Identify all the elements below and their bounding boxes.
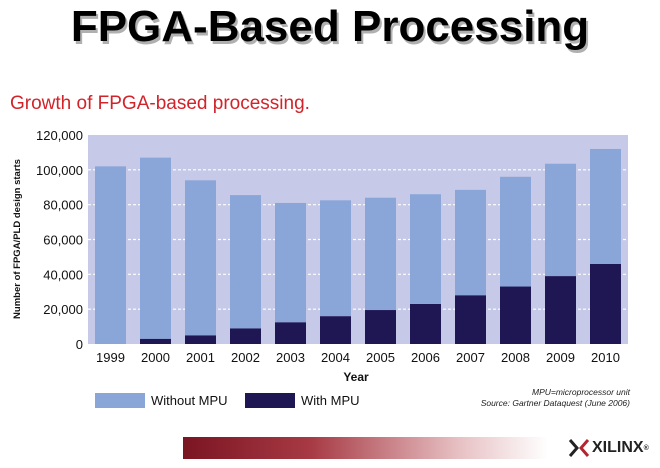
y-tick-labels: 0 20,000 40,000 60,000 80,000 100,000 120,000 xyxy=(36,128,83,352)
y-axis-label: Number of FPGA/PLD design starts xyxy=(12,159,23,319)
bar-without-mpu-2006 xyxy=(410,194,441,304)
x-tick-label: 2006 xyxy=(411,350,440,365)
x-tick-labels: 1999 2000 2001 2002 2003 2004 2005 2006 2007 2008… xyxy=(96,350,620,365)
bar-with-mpu-2007 xyxy=(455,295,486,344)
chart-subtitle: Growth of FPGA-based processing. xyxy=(10,93,310,114)
xilinx-logo: XILINX ® xyxy=(568,436,649,460)
y-tick-label: 40,000 xyxy=(43,267,83,282)
y-tick-label: 80,000 xyxy=(43,198,83,213)
bar-with-mpu-2010 xyxy=(590,263,621,344)
bar-without-mpu-2007 xyxy=(455,189,486,296)
bars xyxy=(95,148,621,344)
bar-with-mpu-2000 xyxy=(140,338,171,344)
y-tick-label: 60,000 xyxy=(43,233,83,248)
legend-swatch xyxy=(245,392,295,408)
bar-without-mpu-2009 xyxy=(545,163,576,277)
y-tick-label: 120,000 xyxy=(36,128,83,143)
legend-swatch xyxy=(95,392,145,408)
x-tick-label: 1999 xyxy=(96,350,125,365)
bar-with-mpu-2005 xyxy=(365,310,396,344)
bar-without-mpu-2005 xyxy=(365,197,396,311)
bar-with-mpu-2002 xyxy=(230,328,261,344)
bar-with-mpu-2006 xyxy=(410,303,441,344)
bar-with-mpu-2003 xyxy=(275,322,306,344)
bar-without-mpu-1999 xyxy=(95,166,126,344)
bar-without-mpu-2008 xyxy=(500,176,531,287)
bar-without-mpu-2002 xyxy=(230,195,261,329)
x-tick-label: 2009 xyxy=(546,350,575,365)
legend-item-without-mpu: Without MPU xyxy=(95,390,228,410)
bar-without-mpu-2004 xyxy=(320,200,351,317)
logo-registered: ® xyxy=(643,444,649,452)
x-tick-label: 2010 xyxy=(591,350,620,365)
x-tick-label: 2008 xyxy=(501,350,530,365)
y-tick-label: 20,000 xyxy=(43,302,83,317)
note-source: Source: Gartner Dataquest (June 2006) xyxy=(480,398,630,408)
legend-label: Without MPU xyxy=(151,392,228,408)
x-tick-label: 2004 xyxy=(321,350,350,365)
bar-with-mpu-2004 xyxy=(320,316,351,344)
x-tick-label: 2001 xyxy=(186,350,215,365)
bar-without-mpu-2010 xyxy=(590,148,621,264)
bar-with-mpu-2009 xyxy=(545,276,576,344)
bar-with-mpu-2001 xyxy=(185,335,216,344)
x-tick-label: 2000 xyxy=(141,350,170,365)
footer-gradient-bar xyxy=(183,437,548,459)
bar-without-mpu-2003 xyxy=(275,202,306,323)
legend-label: With MPU xyxy=(301,392,360,408)
note-mpu-definition: MPU=microprocessor unit xyxy=(531,387,630,397)
slide-title: FPGA-Based Processing xyxy=(70,2,590,51)
y-tick-label: 0 xyxy=(76,337,83,352)
legend-item-with-mpu: With MPU xyxy=(245,390,360,410)
x-tick-label: 2003 xyxy=(276,350,305,365)
x-tick-label: 2002 xyxy=(231,350,260,365)
chart-notes: MPU=microprocessor unit Source: Gartner … xyxy=(481,387,630,409)
logo-text: XILINX xyxy=(592,439,644,456)
grid-lines xyxy=(88,169,628,310)
bar-with-mpu-2008 xyxy=(500,286,531,344)
y-tick-label: 100,000 xyxy=(36,163,83,178)
x-axis-label: Year xyxy=(343,370,369,384)
x-tick-label: 2007 xyxy=(456,350,485,365)
x-tick-label: 2005 xyxy=(366,350,395,365)
bar-without-mpu-2000 xyxy=(140,157,171,339)
xilinx-x-icon xyxy=(568,439,590,457)
bar-without-mpu-2001 xyxy=(185,180,216,336)
